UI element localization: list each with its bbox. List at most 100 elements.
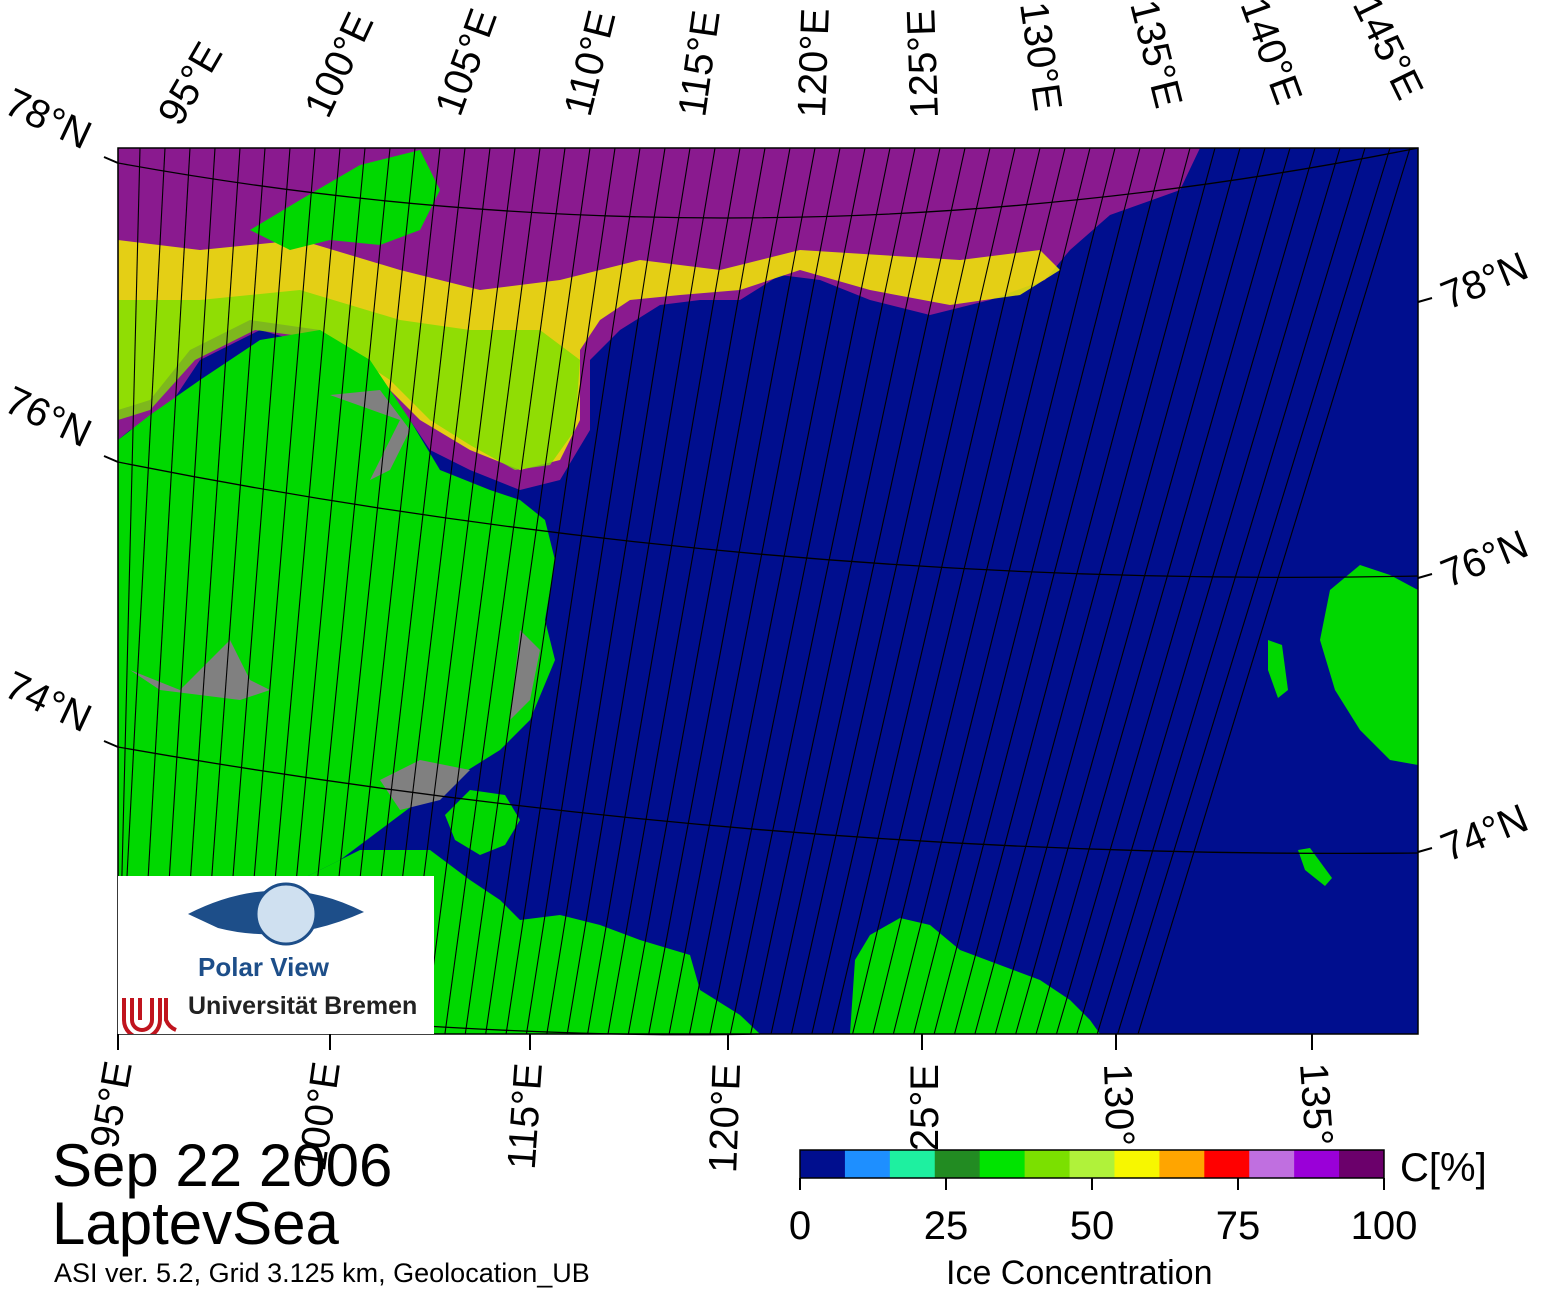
top-lon-label: 105°E xyxy=(427,3,506,121)
meridian-line xyxy=(709,147,891,1035)
meridian-line xyxy=(852,147,1066,1035)
logo-name: Polar View xyxy=(198,952,330,982)
polar-view-logo: Polar View Universität Bremen xyxy=(118,876,434,1034)
latitude-lines xyxy=(117,147,1419,1036)
top-longitude-labels: 95°E 100°E 105°E 110°E 115°E 120°E 125°E… xyxy=(150,0,1432,133)
meridian-line xyxy=(954,147,1191,1035)
meridian-line xyxy=(913,147,1141,1035)
map-date: Sep 22 2006 xyxy=(52,1132,393,1199)
map-region: LaptevSea xyxy=(52,1190,339,1257)
top-lon-label: 95°E xyxy=(150,35,232,132)
colorbar-tick-label: 50 xyxy=(1069,1204,1115,1248)
right-latitude-labels: 78°N 76°N 74°N xyxy=(1435,244,1534,870)
island-small-bay xyxy=(445,790,520,855)
colorbar-tick-label: 25 xyxy=(923,1204,969,1248)
meridian-line xyxy=(1015,147,1266,1035)
land-taymyr xyxy=(118,330,555,880)
left-lat-label: 76°N xyxy=(0,378,98,456)
meridian-line xyxy=(872,147,1091,1035)
meridian-line xyxy=(1055,147,1316,1035)
ice-margin-green xyxy=(118,290,580,470)
colorbar-tick-label: 75 xyxy=(1215,1204,1261,1248)
meridian-line xyxy=(1035,147,1291,1035)
top-lon-label: 115°E xyxy=(670,8,728,120)
meridian-line xyxy=(423,147,541,1035)
colorbar-swatch xyxy=(1159,1150,1205,1178)
colorbar-swatch xyxy=(800,1150,846,1178)
left-latitude-labels: 78°N 76°N 74°N xyxy=(0,80,98,741)
meridian-line xyxy=(1137,147,1411,1035)
colorbar-title: Ice Concentration xyxy=(946,1254,1213,1292)
meridian-line xyxy=(750,147,941,1035)
top-lon-label: 125°E xyxy=(899,8,947,119)
top-lon-label: 135°E xyxy=(1121,0,1190,112)
colorbar-swatch xyxy=(889,1150,936,1178)
meridian-line xyxy=(831,147,1041,1035)
eye-icon xyxy=(122,882,364,1034)
top-lon-label: 130°E xyxy=(1011,0,1070,114)
colorbar-swatch xyxy=(1069,1150,1115,1178)
meridian-line xyxy=(444,147,566,1035)
meridian-line xyxy=(1096,147,1366,1035)
right-lat-label: 76°N xyxy=(1435,522,1534,596)
bottom-lon-label: 130° xyxy=(1095,1063,1142,1147)
meridian-line xyxy=(566,147,716,1035)
bottom-lon-label: 115°E xyxy=(500,1062,551,1171)
meridian-line xyxy=(546,147,691,1035)
top-lon-label: 120°E xyxy=(790,7,838,118)
colorbar-swatch xyxy=(934,1150,981,1178)
meridian-line xyxy=(587,147,741,1035)
meridian-line xyxy=(505,147,641,1035)
meridian-line xyxy=(525,147,666,1035)
ice-margin-yellow xyxy=(118,240,1060,470)
left-lat-label: 78°N xyxy=(0,80,98,158)
meridian-line xyxy=(1076,147,1341,1035)
meridian-line xyxy=(1117,147,1391,1035)
meridian-line xyxy=(892,147,1116,1035)
colorbar-swatch xyxy=(1024,1150,1071,1178)
meridian-line xyxy=(811,147,1016,1035)
land-lena-delta xyxy=(850,918,1100,1034)
meridian-line xyxy=(729,147,916,1035)
colorbar-swatch xyxy=(844,1150,891,1178)
meridian-line xyxy=(770,147,966,1035)
meridian-line xyxy=(688,147,866,1035)
logo-institution: Universität Bremen xyxy=(188,992,418,1020)
right-lat-label: 78°N xyxy=(1435,244,1534,318)
colorbar-unit: C[%] xyxy=(1400,1146,1487,1190)
top-lon-label: 100°E xyxy=(296,6,382,124)
land-severnaya-zemlya xyxy=(250,150,440,250)
meridian-line xyxy=(974,147,1216,1035)
colorbar-swatch xyxy=(1249,1150,1295,1178)
frame-ticks xyxy=(103,156,1433,1050)
colorbar-tick-label: 0 xyxy=(788,1204,812,1248)
left-lat-label: 74°N xyxy=(0,663,98,741)
top-lon-label: 110°E xyxy=(556,6,624,120)
bottom-lon-label: 135° xyxy=(1291,1062,1341,1148)
top-lon-label: 145°E xyxy=(1344,0,1432,106)
colorbar-swatch xyxy=(1294,1150,1340,1178)
bottom-lon-label: 120°E xyxy=(701,1063,749,1174)
meridian-line xyxy=(464,147,591,1035)
colorbar-tick-label: 100 xyxy=(1350,1204,1418,1248)
meridian-line xyxy=(648,147,816,1035)
colorbar xyxy=(799,1149,1385,1190)
meridian-line xyxy=(607,147,766,1035)
map-frame xyxy=(117,147,1419,1035)
meridian-line xyxy=(994,147,1241,1035)
colorbar-swatch xyxy=(1204,1150,1250,1178)
island-tiny-east xyxy=(1298,848,1332,886)
top-lon-label: 140°E xyxy=(1232,0,1311,110)
product-info: ASI ver. 5.2, Grid 3.125 km, Geolocation… xyxy=(54,1258,590,1288)
meridian-line xyxy=(790,147,991,1035)
right-lat-label: 74°N xyxy=(1435,796,1534,870)
meridian-line xyxy=(933,147,1166,1035)
land-new-siberian-islands xyxy=(1320,565,1418,765)
colorbar-swatch xyxy=(1114,1150,1160,1178)
colorbar-swatch xyxy=(1339,1150,1385,1178)
island-small-east xyxy=(1268,640,1288,698)
colorbar-swatch xyxy=(979,1150,1026,1178)
meridian-line xyxy=(627,147,791,1035)
meridian-line xyxy=(485,147,616,1035)
